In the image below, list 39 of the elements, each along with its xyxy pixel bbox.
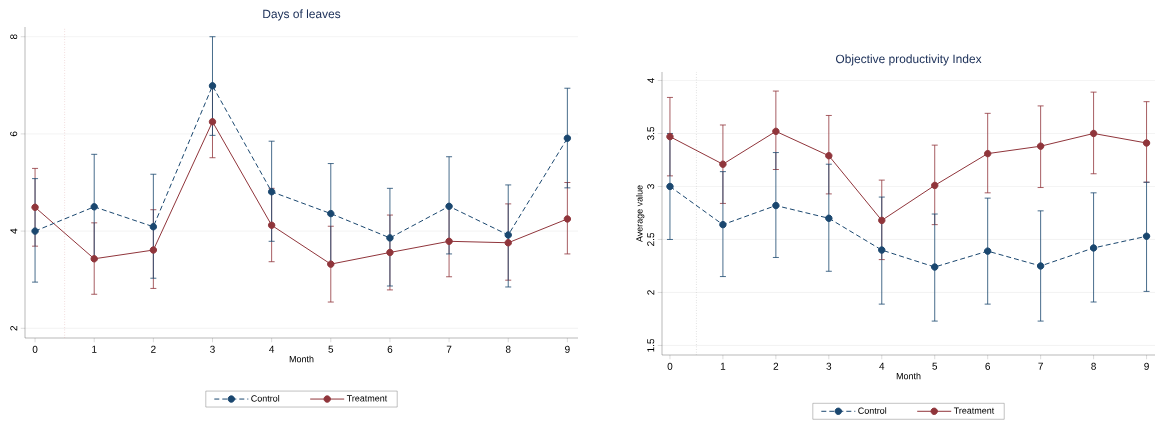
x-axis-title: Month [896,372,921,380]
y-tick-label: 2 [647,290,655,295]
x-axis-title: Month [289,355,314,363]
x-tick-label: 7 [1038,362,1043,370]
x-tick-label: 7 [446,345,452,353]
legend-label: Control [858,407,887,414]
y-axis-title: Average value [635,185,645,243]
x-tick-label: 3 [210,345,215,353]
x-tick-label: 3 [826,362,832,370]
x-tick-label: 1 [92,345,97,353]
y-tick-label: 3.5 [647,126,655,141]
chart-title: Days of leaves [263,9,341,21]
x-tick-label: 5 [328,345,334,353]
y-tick-label: 3 [647,184,655,189]
x-tick-label: 2 [151,345,156,353]
y-tick-label: 2 [10,326,18,331]
legend-label: Control [251,395,280,402]
x-tick-label: 0 [667,362,673,370]
x-tick-label: 9 [1144,362,1149,370]
chart-title: Objective productivity Index [835,54,982,66]
x-tick-label: 8 [505,345,511,353]
legend-label: Treatment [953,407,995,414]
x-tick-label: 5 [932,362,938,370]
x-tick-label: 6 [387,345,393,353]
y-tick-label: 1.5 [647,338,655,352]
y-tick-label: 4 [10,228,18,234]
x-tick-label: 9 [565,345,570,353]
y-tick-label: 4 [647,78,655,84]
x-tick-label: 4 [879,362,885,370]
x-tick-label: 8 [1091,362,1096,370]
x-tick-label: 6 [985,362,991,370]
y-tick-label: 6 [10,131,18,137]
x-tick-label: 4 [269,345,275,353]
x-tick-label: 0 [32,345,38,353]
legend-label: Treatment [346,395,388,402]
y-tick-label: 2.5 [647,232,655,246]
y-tick-label: 8 [10,34,18,40]
x-tick-label: 2 [773,362,779,370]
x-tick-label: 1 [720,362,726,370]
